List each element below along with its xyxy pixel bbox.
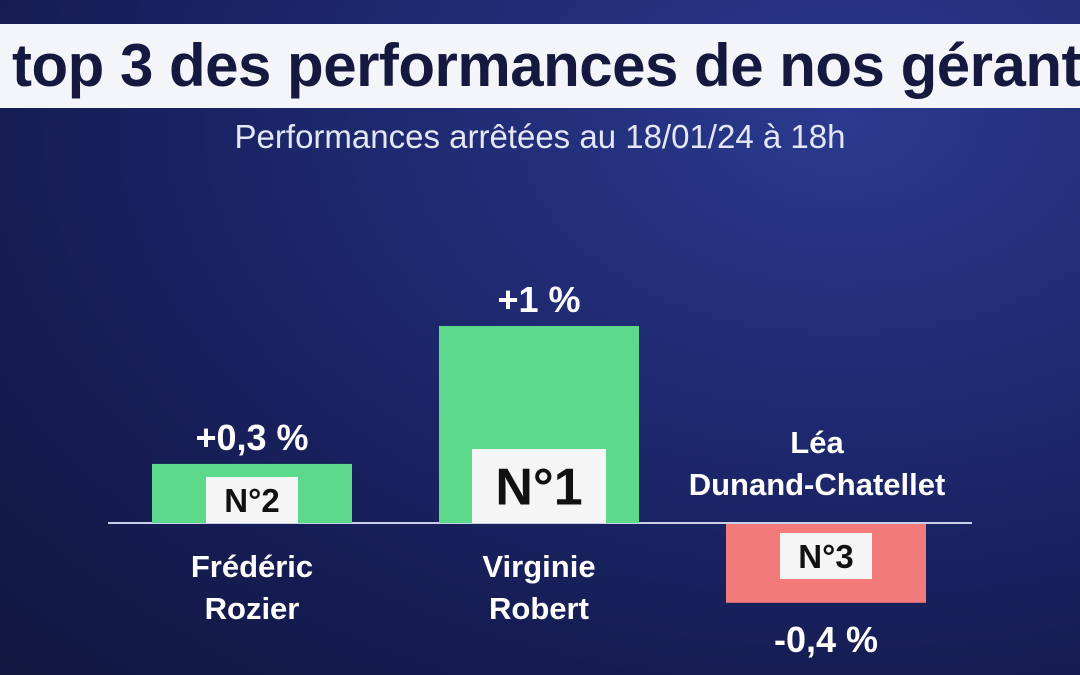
- category-label-3-line-2: Dunand-Chatellet: [689, 467, 946, 502]
- chart-subtitle: Performances arrêtées au 18/01/24 à 18h: [0, 118, 1080, 156]
- category-label-1-line-2: Rozier: [205, 591, 300, 626]
- chart-subtitle-text: Performances arrêtées au 18/01/24 à 18h: [234, 118, 846, 155]
- rank-label-1: N°2: [224, 482, 279, 519]
- title-band: top 3 des performances de nos gérants: [0, 24, 1080, 108]
- category-label-2-line-2: Robert: [489, 591, 589, 626]
- chart-title: top 3 des performances de nos gérants: [12, 32, 1080, 99]
- rank-label-2: N°1: [495, 459, 582, 517]
- value-label-2: +1 %: [497, 279, 580, 320]
- value-label-1: +0,3 %: [195, 417, 308, 458]
- category-label-3-line-1: Léa: [790, 425, 844, 460]
- value-label-3: -0,4 %: [774, 619, 878, 660]
- category-label-1-line-1: Frédéric: [191, 549, 313, 584]
- rank-badge-2: [472, 449, 606, 523]
- rank-badge-1: [206, 477, 298, 523]
- category-label-2-line-1: Virginie: [482, 549, 595, 584]
- rank-label-3: N°3: [798, 538, 853, 575]
- rank-badge-3: [780, 533, 872, 579]
